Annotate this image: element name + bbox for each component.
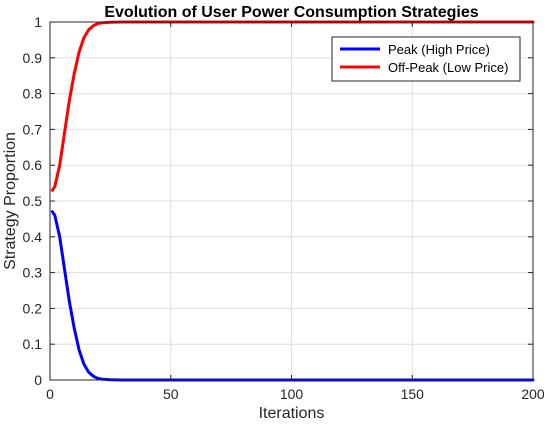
y-tick-label: 0.3 [23,265,43,281]
x-axis-label: Iterations [259,405,325,422]
grid-lines [49,21,534,381]
y-tick-label: 0.9 [23,50,43,66]
legend-box [331,36,521,82]
x-tick-label: 0 [46,386,54,402]
x-tick-label: 100 [280,386,304,402]
x-tick-label: 150 [401,386,425,402]
y-tick-label: 0.1 [23,336,43,352]
legend: Peak (High Price) Off-Peak (Low Price) [331,36,521,82]
axis-ticks: 0 50 100 150 200 0 0.1 0.2 0.3 0.4 0.5 0.6 0.7 0.8 0.9… [23,14,545,402]
y-tick-label: 0.6 [23,157,43,173]
legend-entry-label: Off-Peak (Low Price) [388,60,508,75]
x-tick-label: 200 [521,386,545,402]
y-tick-label: 0.7 [23,121,43,137]
y-tick-label: 0.4 [23,229,43,245]
x-tick-label: 50 [163,386,179,402]
y-axis-label: Strategy Proportion [2,132,19,270]
y-tick-label: 1 [34,14,42,30]
y-tick-label: 0 [34,372,42,388]
y-tick-label: 0.5 [23,193,43,209]
y-tick-label: 0.2 [23,300,43,316]
legend-entry-label: Peak (High Price) [388,42,490,57]
y-tick-label: 0.8 [23,86,43,102]
chart-title: Evolution of User Power Consumption Stra… [104,4,478,21]
